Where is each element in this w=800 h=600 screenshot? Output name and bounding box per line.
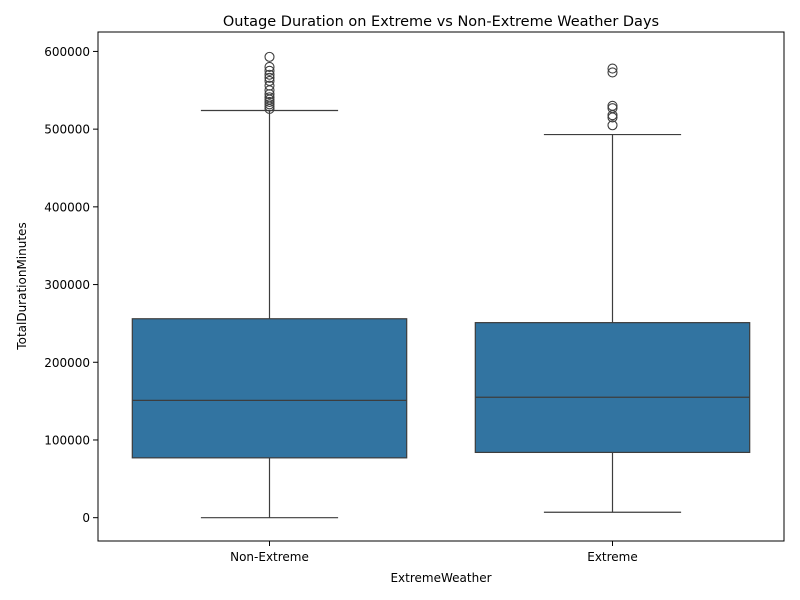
box-group [131, 51, 408, 519]
y-tick-label: 600000 [44, 45, 90, 59]
outlier-point [264, 72, 275, 83]
x-axis: Non-Extreme Extreme [230, 541, 638, 564]
y-tick-label: 300000 [44, 278, 90, 292]
outlier-point [264, 92, 275, 103]
outlier-point [607, 103, 618, 114]
x-tick-label: Extreme [587, 550, 638, 564]
x-tick-label: Non-Extreme [230, 550, 309, 564]
y-tick-label: 100000 [44, 433, 90, 447]
y-tick-label: 200000 [44, 356, 90, 370]
plot-frame [97, 31, 785, 542]
y-axis: 0 100000 200000 300000 400000 500000 600000 [44, 45, 98, 525]
plot-area [131, 51, 751, 519]
outlier-point [264, 61, 275, 73]
outlier-point [264, 75, 275, 87]
outlier-point [264, 69, 275, 80]
outlier-point [607, 67, 618, 78]
outlier-point [607, 100, 618, 111]
y-tick-label: 400000 [44, 200, 90, 214]
outlier-point [264, 96, 275, 107]
iqr-box [131, 318, 408, 459]
outlier-point [607, 63, 618, 74]
y-tick-label: 0 [82, 511, 90, 525]
box-group [474, 63, 751, 513]
outlier-point [264, 80, 275, 91]
outlier-point [607, 120, 618, 131]
iqr-box [474, 322, 751, 454]
x-axis-label: ExtremeWeather [390, 571, 491, 585]
outlier-point [264, 51, 275, 62]
y-tick-label: 500000 [44, 123, 90, 137]
outlier-point [264, 65, 275, 76]
y-axis-label: TotalDurationMinutes [15, 222, 29, 350]
chart-title: Outage Duration on Extreme vs Non-Extrem… [223, 14, 659, 30]
outlier-point [264, 99, 275, 110]
